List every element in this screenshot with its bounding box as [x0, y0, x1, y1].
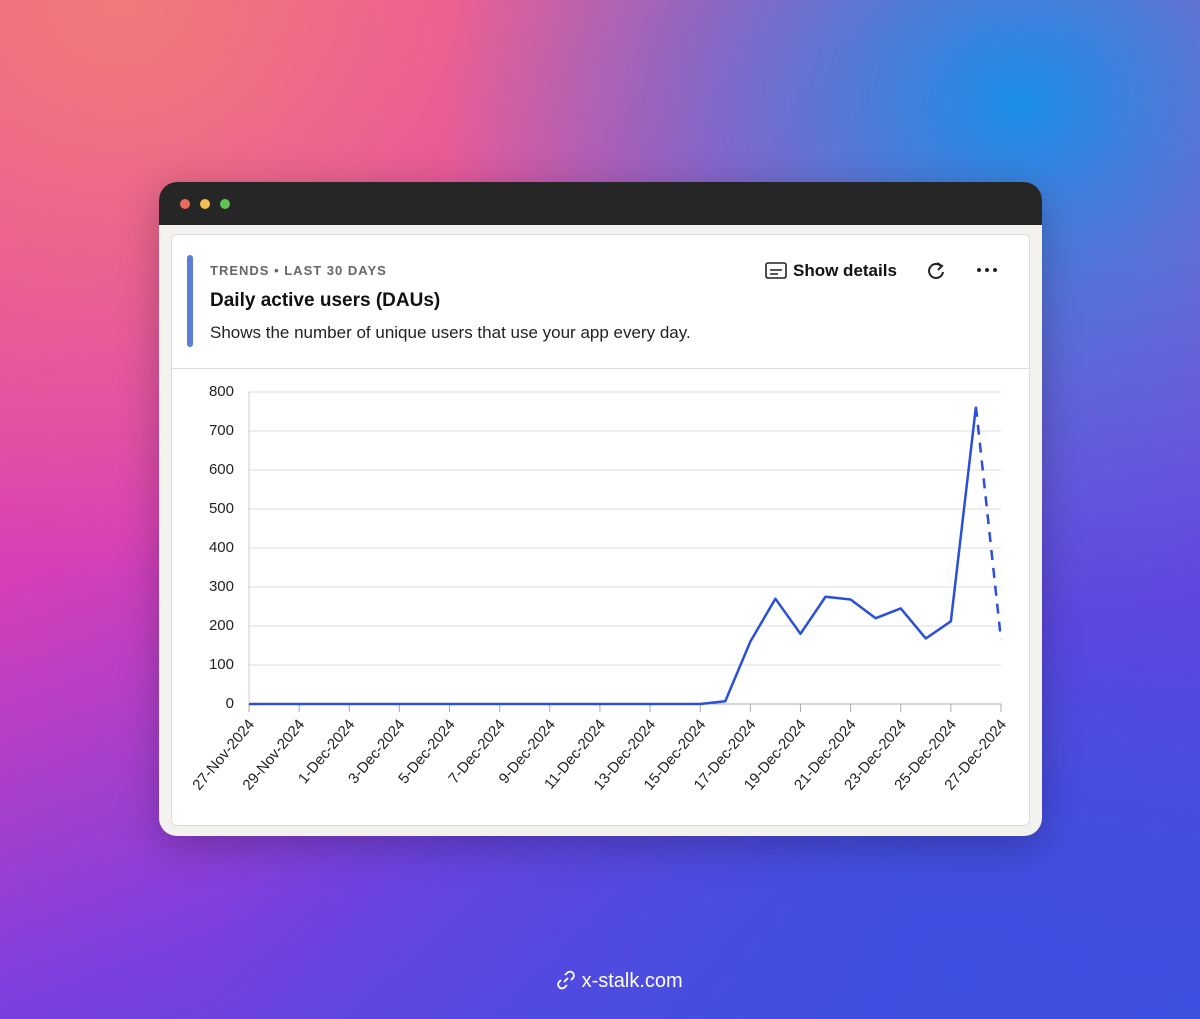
refresh-button[interactable]: [925, 260, 947, 282]
more-button[interactable]: [975, 265, 1001, 275]
y-tick-label: 700: [209, 422, 234, 439]
accent-bar: [187, 255, 193, 347]
data-line: [249, 406, 978, 706]
minimize-button[interactable]: [200, 199, 210, 209]
card-title: Daily active users (DAUs): [210, 290, 441, 311]
incomplete-line: [974, 406, 1003, 640]
details-icon[interactable]: [765, 262, 787, 280]
y-tick-label: 200: [209, 617, 234, 634]
y-tick-label: 300: [209, 578, 234, 595]
card: TRENDS • LAST 30 DAYS Daily active users…: [171, 234, 1030, 826]
eyebrow: TRENDS • LAST 30 DAYS: [210, 263, 387, 278]
zoom-button[interactable]: [220, 199, 230, 209]
close-button[interactable]: [180, 199, 190, 209]
period-label: LAST 30 DAYS: [284, 263, 387, 278]
link-icon: [557, 970, 575, 990]
y-tick-label: 0: [226, 695, 234, 712]
y-tick-label: 800: [209, 383, 234, 400]
divider: [172, 368, 1029, 369]
y-tick-label: 400: [209, 539, 234, 556]
title-bar: [159, 182, 1042, 225]
eyebrow-label: TRENDS: [210, 263, 270, 278]
y-tick-label: 500: [209, 500, 234, 517]
y-tick-label: 600: [209, 461, 234, 478]
show-details-button[interactable]: Show details: [793, 261, 897, 280]
card-description: Shows the number of unique users that us…: [210, 323, 691, 342]
y-tick-label: 100: [209, 656, 234, 673]
footer-link[interactable]: x-stalk.com: [581, 970, 683, 992]
footer: x-stalk.com: [556, 970, 683, 993]
